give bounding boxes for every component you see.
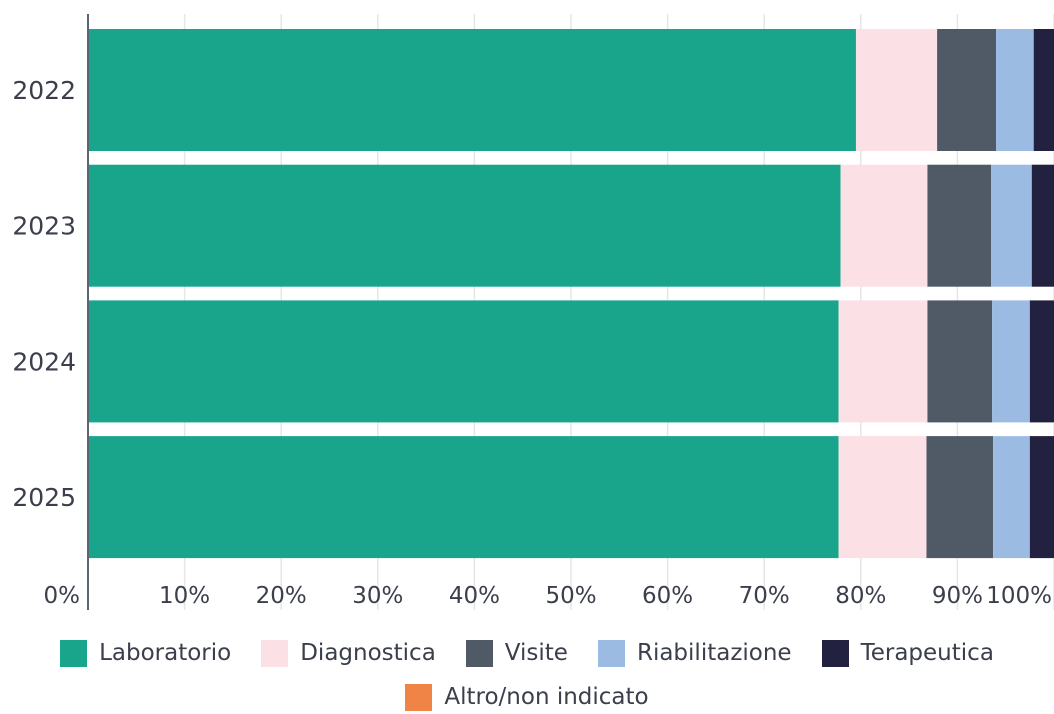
legend-swatch — [60, 639, 88, 667]
x-tick-label: 30% — [352, 583, 403, 609]
x-tick-label: 0% — [44, 583, 81, 609]
legend-swatch — [597, 639, 625, 667]
bar-diagnostica-2023 — [840, 164, 928, 287]
bar-diagnostica-2025 — [838, 436, 927, 559]
legend-label: Riabilitazione — [636, 640, 792, 666]
bar-riabilitazione-2023 — [991, 164, 1032, 287]
bar-terapeutica-2025 — [1029, 436, 1054, 559]
bar-terapeutica-2022 — [1033, 29, 1054, 151]
x-tick-label: 90% — [932, 583, 983, 609]
bar-riabilitazione-2024 — [992, 300, 1030, 423]
legend-swatch — [465, 639, 493, 667]
bar-visite-2022 — [937, 29, 997, 151]
y-tick-label: 2024 — [12, 347, 76, 376]
x-tick-label: 20% — [256, 583, 307, 609]
x-tick-label: 40% — [449, 583, 500, 609]
y-tick-label: 2023 — [12, 212, 76, 241]
legend-label: Visite — [504, 640, 568, 666]
y-tick-label: 2025 — [12, 483, 76, 512]
x-tick-label: 100% — [986, 583, 1052, 609]
bar-riabilitazione-2025 — [993, 436, 1030, 559]
legend-item-laboratorio: Laboratorio — [60, 639, 232, 667]
legend-swatch — [405, 683, 433, 711]
x-tick-label: 70% — [739, 583, 790, 609]
legend-row-2: Altro/non indicato — [0, 680, 1054, 714]
legend-label: Laboratorio — [99, 640, 232, 666]
legend-swatch — [261, 639, 289, 667]
legend-label: Altro/non indicato — [444, 684, 649, 710]
bar-riabilitazione-2022 — [996, 29, 1034, 151]
legend-swatch — [821, 639, 849, 667]
legend-label: Diagnostica — [300, 640, 436, 666]
y-tick-label: 2022 — [12, 76, 76, 105]
bar-terapeutica-2023 — [1031, 164, 1054, 287]
bar-laboratorio-2024 — [88, 300, 839, 423]
bar-diagnostica-2022 — [855, 29, 938, 151]
x-tick-label: 80% — [835, 583, 886, 609]
x-tick-label: 60% — [642, 583, 693, 609]
legend-item-riabilitazione: Riabilitazione — [597, 639, 792, 667]
bar-diagnostica-2024 — [838, 300, 928, 423]
bar-laboratorio-2022 — [88, 29, 856, 151]
legend-item-terapeutica: Terapeutica — [821, 639, 994, 667]
legend-label: Terapeutica — [860, 640, 994, 666]
legend-item-diagnostica: Diagnostica — [261, 639, 436, 667]
bar-laboratorio-2025 — [88, 436, 839, 559]
bar-visite-2023 — [927, 164, 992, 287]
legend-item-visite: Visite — [465, 639, 568, 667]
bar-visite-2025 — [926, 436, 994, 559]
legend: Laboratorio Diagnostica Visite Riabilitazio… — [0, 635, 1054, 671]
bar-visite-2024 — [927, 300, 993, 423]
x-tick-label: 10% — [159, 583, 210, 609]
x-tick-label: 50% — [545, 583, 596, 609]
bar-terapeutica-2024 — [1029, 300, 1054, 423]
legend-item-altro-non-indicato: Altro/non indicato — [405, 683, 649, 711]
bar-laboratorio-2023 — [88, 164, 841, 287]
